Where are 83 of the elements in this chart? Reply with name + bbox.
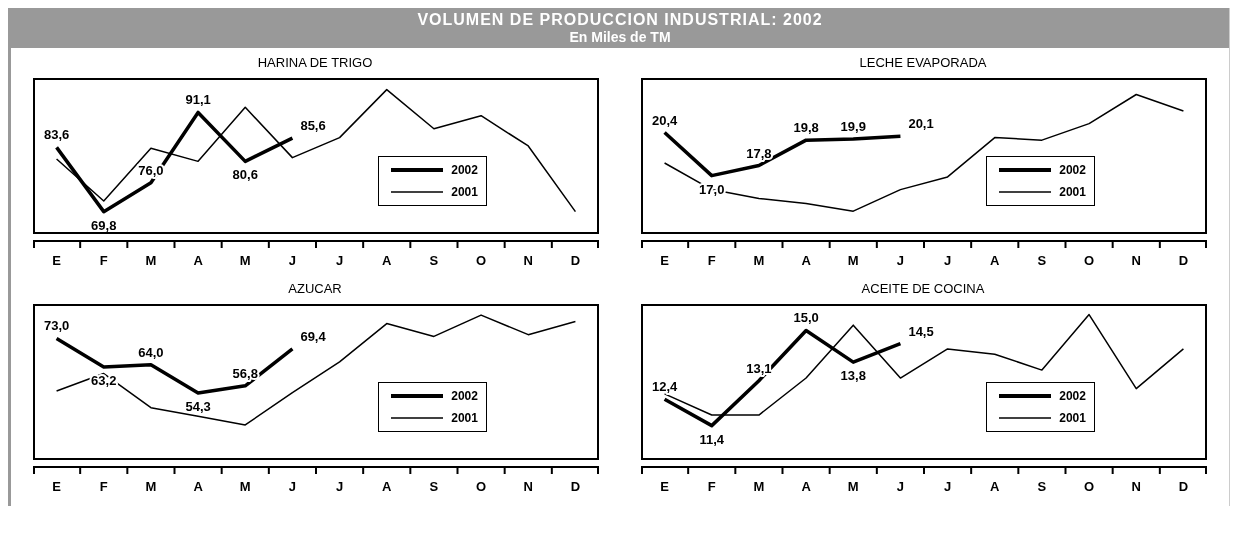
x-tick-label: A: [801, 479, 812, 495]
data-label: 80,6: [232, 167, 258, 183]
data-label: 69,8: [91, 217, 117, 233]
x-tick-label: F: [707, 253, 716, 269]
data-label: 83,6: [43, 127, 70, 143]
x-tick-label: A: [193, 253, 204, 269]
legend-label: 2002: [451, 163, 478, 177]
x-tick-label: E: [660, 253, 670, 269]
chart-title: AZUCAR: [287, 280, 343, 298]
x-tick-label: S: [429, 479, 439, 495]
x-tick-label: M: [753, 479, 765, 495]
data-label: 14,5: [908, 323, 934, 339]
legend-label: 2001: [451, 185, 478, 199]
x-tick-label: J: [288, 479, 297, 495]
x-tick-label: F: [99, 479, 108, 495]
data-label: 12,4: [651, 379, 678, 395]
data-label: 11,4: [699, 431, 725, 447]
x-tick-label: D: [570, 479, 581, 495]
x-tick-label: O: [1084, 253, 1095, 269]
legend-label: 2001: [451, 411, 478, 425]
chart-title: HARINA DE TRIGO: [256, 54, 374, 72]
x-tick-label: O: [476, 479, 487, 495]
data-label: 20,4: [651, 112, 678, 128]
legend-label: 2001: [1059, 185, 1086, 199]
data-label: 69,4: [300, 328, 327, 344]
data-label: 13,8: [840, 368, 866, 384]
x-tick-label: S: [1037, 479, 1047, 495]
x-tick-label: J: [943, 479, 952, 495]
x-tick-label: O: [476, 253, 487, 269]
chart-title: ACEITE DE COCINA: [860, 280, 986, 298]
data-label: 56,8: [232, 365, 258, 381]
x-tick-label: E: [660, 479, 670, 495]
data-label: 20,1: [908, 116, 934, 132]
x-tick-label: N: [1131, 253, 1141, 269]
data-label: 91,1: [185, 92, 211, 108]
x-tick-label: A: [801, 253, 812, 269]
x-tick-label: N: [1131, 479, 1141, 495]
x-tick-label: A: [990, 253, 1001, 269]
chart-title: LECHE EVAPORADA: [858, 54, 988, 72]
x-tick-label: N: [523, 253, 533, 269]
x-tick-label: O: [1084, 479, 1095, 495]
x-tick-label: D: [1178, 253, 1189, 269]
x-tick-label: J: [288, 253, 297, 269]
data-label: 85,6: [300, 118, 326, 134]
text: VOLUMEN DE PRODUCCION INDUSTRIAL: 2002: [416, 11, 824, 29]
legend-label: 2002: [1059, 163, 1086, 177]
x-tick-label: M: [239, 479, 251, 495]
x-tick-label: M: [753, 253, 765, 269]
x-tick-label: J: [943, 253, 952, 269]
x-tick-label: M: [847, 253, 859, 269]
x-tick-label: M: [239, 253, 251, 269]
x-tick-label: J: [335, 479, 344, 495]
x-tick-label: A: [193, 479, 204, 495]
x-tick-label: M: [847, 479, 859, 495]
x-tick-label: M: [145, 253, 157, 269]
x-tick-label: E: [52, 253, 62, 269]
legend-label: 2002: [451, 389, 478, 403]
x-tick-label: A: [990, 479, 1001, 495]
data-label: 54,3: [185, 399, 211, 415]
x-tick-label: S: [1037, 253, 1047, 269]
data-label: 64,0: [138, 344, 164, 360]
data-label: 15,0: [793, 310, 819, 326]
x-tick-label: J: [896, 479, 905, 495]
x-tick-label: A: [382, 253, 393, 269]
x-tick-label: E: [52, 479, 62, 495]
x-tick-label: F: [707, 479, 716, 495]
x-tick-label: A: [382, 479, 393, 495]
data-label: 17,8: [746, 145, 772, 161]
x-tick-label: J: [335, 253, 344, 269]
x-tick-label: N: [523, 479, 533, 495]
data-label: 73,0: [43, 318, 70, 334]
legend-label: 2001: [1059, 411, 1086, 425]
x-tick-label: D: [570, 253, 581, 269]
legend-label: 2002: [1059, 389, 1086, 403]
text: En Miles de TM: [568, 29, 672, 45]
x-tick-label: S: [429, 253, 439, 269]
data-label: 19,9: [840, 118, 866, 134]
x-tick-label: J: [896, 253, 905, 269]
data-label: 63,2: [91, 373, 117, 389]
data-label: 19,8: [793, 120, 819, 136]
x-tick-label: M: [145, 479, 157, 495]
x-tick-label: D: [1178, 479, 1189, 495]
x-tick-label: F: [99, 253, 108, 269]
